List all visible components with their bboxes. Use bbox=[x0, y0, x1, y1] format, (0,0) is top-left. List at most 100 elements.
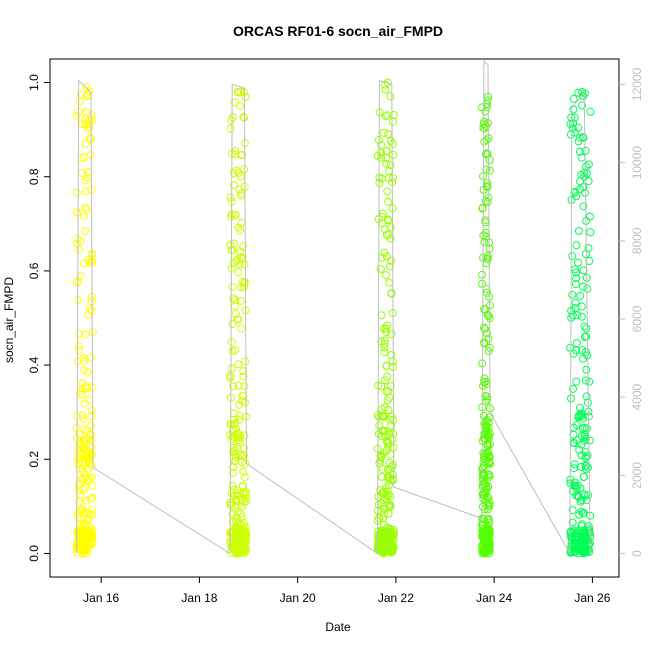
data-point bbox=[585, 377, 594, 386]
data-point bbox=[229, 181, 238, 189]
data-point bbox=[389, 150, 398, 159]
data-point bbox=[586, 228, 595, 237]
data-point bbox=[235, 185, 244, 194]
data-point bbox=[228, 510, 237, 519]
y2-tick-label: 8000 bbox=[630, 227, 644, 254]
data-point bbox=[241, 459, 250, 468]
data-point bbox=[383, 111, 392, 120]
data-point bbox=[233, 88, 242, 96]
data-point bbox=[237, 218, 246, 227]
data-point bbox=[88, 505, 97, 514]
data-point bbox=[78, 384, 87, 393]
data-point bbox=[228, 481, 237, 490]
data-point bbox=[581, 376, 590, 385]
data-point bbox=[77, 154, 86, 163]
x-axis: Jan 16 Jan 18 Jan 20 Jan 22 Jan 24 Jan 26 bbox=[83, 577, 611, 605]
y-tick-label: 0.0 bbox=[27, 545, 41, 562]
data-point bbox=[382, 230, 391, 239]
data-point bbox=[88, 115, 97, 124]
data-point bbox=[85, 529, 94, 538]
data-point bbox=[480, 305, 488, 314]
data-point bbox=[231, 295, 240, 304]
data-point bbox=[483, 198, 492, 206]
data-point bbox=[386, 262, 394, 271]
data-point bbox=[232, 549, 241, 558]
data-point bbox=[235, 438, 244, 447]
data-point bbox=[382, 146, 391, 155]
data-point bbox=[381, 271, 390, 280]
data-point bbox=[579, 266, 588, 275]
data-point bbox=[571, 298, 580, 307]
data-point bbox=[482, 485, 491, 494]
x-tick-label: Jan 24 bbox=[476, 591, 512, 605]
data-point bbox=[383, 372, 392, 381]
data-point bbox=[87, 538, 96, 547]
data-point bbox=[482, 288, 491, 297]
data-point bbox=[381, 112, 390, 121]
data-point bbox=[483, 183, 492, 192]
data-point bbox=[584, 491, 593, 500]
data-point bbox=[388, 117, 397, 126]
data-point bbox=[87, 383, 96, 392]
data-points bbox=[72, 78, 595, 558]
data-point bbox=[241, 497, 250, 506]
data-point bbox=[241, 357, 250, 366]
data-point bbox=[586, 107, 595, 116]
data-point bbox=[568, 252, 577, 261]
data-point bbox=[375, 514, 384, 523]
data-point bbox=[386, 137, 395, 145]
data-point bbox=[236, 172, 245, 181]
y2-tick-label: 10000 bbox=[630, 146, 644, 180]
data-point bbox=[81, 187, 90, 196]
data-point bbox=[577, 312, 586, 321]
data-point bbox=[381, 80, 389, 89]
data-point bbox=[386, 382, 395, 391]
x-tick-label: Jan 16 bbox=[83, 591, 119, 605]
data-point bbox=[75, 486, 84, 495]
data-point bbox=[237, 502, 246, 511]
data-point bbox=[384, 442, 393, 451]
data-point bbox=[480, 238, 489, 247]
data-point bbox=[74, 455, 83, 464]
data-point bbox=[236, 226, 245, 235]
data-point bbox=[375, 459, 384, 468]
data-point bbox=[574, 227, 583, 235]
data-point bbox=[575, 185, 584, 194]
data-point bbox=[483, 392, 492, 401]
data-point bbox=[240, 444, 248, 453]
data-point bbox=[581, 146, 590, 155]
data-point bbox=[570, 460, 579, 469]
data-point bbox=[382, 437, 391, 446]
data-point bbox=[238, 150, 246, 159]
data-point bbox=[568, 518, 577, 527]
data-point bbox=[85, 87, 93, 96]
data-point bbox=[76, 271, 85, 280]
data-point bbox=[380, 336, 389, 345]
data-point bbox=[226, 241, 235, 250]
data-point bbox=[383, 487, 392, 496]
data-point bbox=[82, 473, 91, 482]
data-point bbox=[482, 495, 490, 504]
data-point bbox=[235, 536, 244, 545]
data-point bbox=[240, 382, 249, 391]
data-point bbox=[579, 548, 588, 557]
data-point bbox=[383, 321, 392, 330]
data-point bbox=[237, 324, 246, 333]
data-point bbox=[383, 187, 392, 196]
data-point bbox=[383, 216, 392, 225]
data-point bbox=[82, 83, 91, 92]
data-point bbox=[478, 270, 486, 279]
data-point bbox=[236, 450, 245, 459]
data-point bbox=[382, 361, 391, 370]
data-point bbox=[85, 304, 94, 313]
data-point bbox=[240, 260, 249, 269]
data-point bbox=[388, 474, 397, 483]
data-point bbox=[378, 499, 386, 508]
data-point bbox=[85, 395, 94, 404]
data-point bbox=[239, 519, 248, 527]
data-point bbox=[384, 509, 393, 518]
data-point bbox=[386, 256, 395, 265]
data-point bbox=[478, 518, 487, 526]
data-point bbox=[584, 463, 592, 472]
y-tick-label: 0.2 bbox=[27, 451, 41, 468]
